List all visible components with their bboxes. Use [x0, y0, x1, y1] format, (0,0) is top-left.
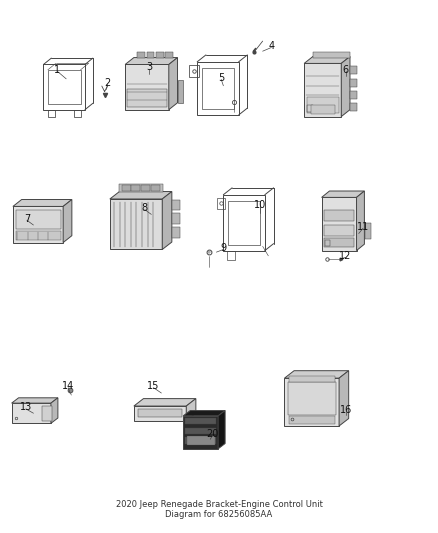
- Bar: [141, 184, 150, 191]
- Bar: [127, 89, 166, 107]
- Bar: [289, 376, 335, 382]
- Polygon shape: [321, 191, 364, 197]
- Bar: [42, 406, 52, 421]
- Polygon shape: [110, 199, 162, 249]
- Text: 3: 3: [146, 62, 152, 72]
- Polygon shape: [285, 370, 349, 378]
- Text: 5: 5: [218, 73, 224, 83]
- Polygon shape: [63, 199, 72, 243]
- Bar: [350, 66, 357, 74]
- Bar: [324, 238, 354, 247]
- Text: 7: 7: [24, 214, 30, 224]
- Text: 9: 9: [220, 243, 226, 253]
- Text: 6: 6: [343, 65, 349, 75]
- Polygon shape: [125, 58, 177, 64]
- Bar: [288, 382, 336, 415]
- Polygon shape: [125, 64, 169, 110]
- Bar: [151, 184, 160, 191]
- Bar: [155, 52, 163, 58]
- Bar: [185, 427, 216, 434]
- Bar: [122, 184, 131, 191]
- Polygon shape: [341, 56, 350, 117]
- Text: 10: 10: [254, 200, 267, 211]
- Text: 15: 15: [147, 381, 160, 391]
- Polygon shape: [134, 406, 186, 421]
- Bar: [365, 223, 371, 239]
- Text: 4: 4: [268, 41, 275, 51]
- Text: 2020 Jeep Renegade Bracket-Engine Control Unit
Diagram for 68256085AA: 2020 Jeep Renegade Bracket-Engine Contro…: [116, 499, 322, 519]
- Polygon shape: [304, 56, 350, 63]
- Bar: [172, 213, 180, 224]
- Bar: [324, 209, 354, 221]
- Text: 12: 12: [339, 251, 352, 261]
- Polygon shape: [285, 378, 339, 426]
- Bar: [307, 98, 339, 114]
- Polygon shape: [321, 197, 357, 251]
- Polygon shape: [13, 206, 63, 243]
- Bar: [172, 227, 180, 238]
- Bar: [324, 225, 354, 236]
- Bar: [307, 105, 313, 112]
- Text: 8: 8: [142, 203, 148, 213]
- Text: 2: 2: [105, 78, 111, 88]
- Polygon shape: [339, 370, 349, 426]
- Bar: [313, 52, 350, 58]
- Bar: [289, 416, 335, 424]
- Polygon shape: [162, 191, 172, 249]
- Bar: [187, 436, 215, 445]
- Polygon shape: [51, 398, 58, 423]
- Bar: [165, 52, 173, 58]
- Bar: [217, 198, 225, 208]
- Bar: [350, 91, 357, 99]
- Bar: [15, 231, 60, 240]
- Bar: [138, 52, 145, 58]
- Bar: [177, 80, 183, 103]
- Bar: [189, 65, 199, 77]
- Polygon shape: [183, 410, 225, 416]
- Polygon shape: [12, 398, 58, 403]
- Bar: [325, 240, 330, 246]
- Text: 14: 14: [62, 381, 74, 391]
- Polygon shape: [304, 63, 341, 117]
- Bar: [74, 110, 81, 117]
- Bar: [147, 52, 154, 58]
- Polygon shape: [138, 409, 182, 417]
- Bar: [350, 78, 357, 86]
- Polygon shape: [110, 191, 172, 199]
- Bar: [350, 103, 357, 111]
- Polygon shape: [12, 403, 51, 423]
- Bar: [131, 184, 141, 191]
- Bar: [185, 437, 216, 443]
- Text: 13: 13: [20, 402, 32, 413]
- Text: 1: 1: [54, 65, 60, 75]
- Bar: [120, 184, 163, 191]
- Text: 11: 11: [357, 222, 369, 232]
- Bar: [15, 210, 60, 229]
- Polygon shape: [186, 399, 196, 421]
- Polygon shape: [13, 199, 72, 206]
- Text: 20: 20: [206, 429, 219, 439]
- Bar: [172, 199, 180, 210]
- Bar: [311, 105, 335, 115]
- Polygon shape: [134, 399, 196, 406]
- Bar: [48, 110, 55, 117]
- Text: 16: 16: [339, 405, 352, 415]
- Polygon shape: [357, 191, 364, 251]
- Polygon shape: [169, 58, 177, 110]
- Polygon shape: [183, 416, 218, 449]
- Polygon shape: [218, 410, 225, 449]
- Bar: [185, 418, 216, 424]
- Bar: [227, 251, 235, 260]
